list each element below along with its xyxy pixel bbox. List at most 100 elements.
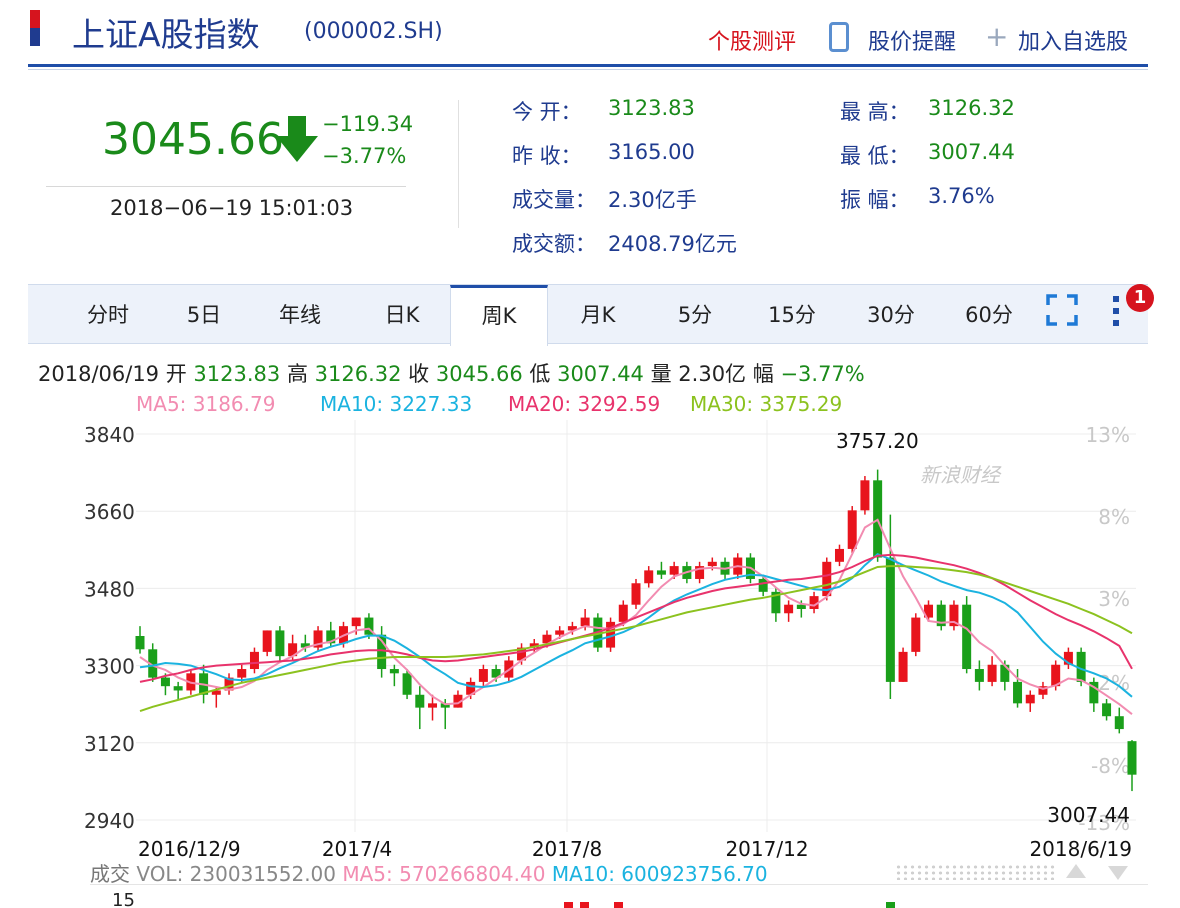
period-tabs: 分时 5日 年线 日K 周K 月K 5分 15分 30分 60分 — [28, 284, 1148, 346]
turnover-label: 成交额： — [512, 232, 596, 256]
scroll-down-icon[interactable] — [1108, 866, 1128, 880]
pct-tick-label: -8% — [1091, 754, 1130, 778]
stock-review-link[interactable]: 个股测评 — [708, 30, 797, 55]
down-arrow-icon — [276, 116, 318, 162]
candle-body — [275, 630, 285, 657]
more-options-icon[interactable] — [1108, 294, 1124, 328]
candle-body — [440, 703, 450, 708]
header-divider — [28, 64, 1148, 67]
info-vol-label: 量 — [650, 362, 672, 386]
candle-body — [466, 681, 476, 695]
candle-body — [1127, 741, 1137, 775]
plus-icon[interactable]: + — [985, 20, 1009, 53]
high-value: 3126.32 — [928, 96, 1015, 120]
tab-5min[interactable]: 5分 — [677, 303, 713, 327]
candle-body — [898, 651, 908, 682]
volume-bar — [580, 902, 589, 908]
stock-title: 上证A股指数 — [72, 15, 260, 54]
pct-tick-label: 3% — [1098, 587, 1130, 611]
phone-icon[interactable] — [829, 22, 849, 52]
candle-body — [148, 649, 158, 678]
candle-body — [517, 647, 527, 661]
candle-body — [542, 634, 552, 644]
candle-body — [364, 617, 374, 635]
notification-badge[interactable]: 1 — [1126, 284, 1154, 312]
volume-ma5: MA5: 570266804.40 — [342, 862, 546, 886]
high-label: 最 高： — [840, 100, 910, 124]
pct-tick-label: 8% — [1098, 505, 1130, 529]
ma-line-ma20 — [139, 553, 1133, 683]
y-tick-label: 3300 — [84, 655, 135, 679]
candle-body — [758, 578, 768, 592]
weekly-k-chart[interactable]: 38403660348033003120294013%8%3%-2%-8%-13… — [0, 416, 1180, 864]
open-label: 今 开： — [512, 100, 582, 124]
y-tick-label: 3660 — [84, 500, 135, 524]
info-close: 3045.66 — [435, 362, 523, 386]
scroll-up-icon[interactable] — [1066, 864, 1086, 878]
info-amp-label: 幅 — [752, 362, 774, 386]
candle-body — [822, 561, 832, 597]
low-value: 3007.44 — [928, 140, 1015, 164]
ma-line-ma30 — [139, 565, 1133, 713]
candle-body — [606, 621, 616, 648]
tab-yearly[interactable]: 年线 — [279, 303, 321, 327]
candle-body — [911, 617, 921, 652]
max-price-label: 3757.20 — [836, 429, 919, 453]
candle-body — [631, 583, 641, 605]
price-alert-link[interactable]: 股价提醒 — [868, 30, 957, 55]
candle-body — [1038, 686, 1048, 695]
candle-body — [567, 626, 577, 631]
quote-divider — [46, 186, 406, 187]
open-value: 3123.83 — [608, 96, 695, 120]
candle-body — [656, 570, 666, 575]
candle-body — [478, 669, 488, 682]
tab-monthly-k[interactable]: 月K — [580, 303, 616, 327]
info-high-label: 高 — [286, 362, 308, 386]
info-low-label: 低 — [529, 362, 551, 386]
volume-label: 成交量： — [512, 188, 596, 212]
y-tick-label: 3120 — [84, 732, 135, 756]
tab-intraday[interactable]: 分时 — [87, 303, 129, 327]
ma10-legend: MA10: 3227.33 — [320, 392, 473, 416]
quote-time: 2018−06−19 15:01:03 — [110, 196, 354, 220]
info-close-label: 收 — [408, 362, 430, 386]
tab-15min[interactable]: 15分 — [768, 303, 816, 327]
tab-30min[interactable]: 30分 — [867, 303, 915, 327]
info-open: 3123.83 — [193, 362, 281, 386]
tab-weekly-k[interactable]: 周K — [450, 285, 548, 346]
candle-body — [351, 617, 361, 627]
add-watchlist-link[interactable]: 加入自选股 — [1018, 30, 1129, 55]
y-tick-label: 3480 — [84, 577, 135, 601]
candle-info-line: 2018/06/19 开 3123.83 高 3126.32 收 3045.66… — [38, 358, 865, 388]
tab-daily-k[interactable]: 日K — [384, 303, 420, 327]
tab-5day[interactable]: 5日 — [186, 303, 222, 327]
prev-close-value: 3165.00 — [608, 140, 695, 164]
price-change: −119.34 — [322, 112, 414, 136]
scroll-track[interactable] — [895, 864, 1055, 880]
candle-body — [262, 630, 272, 652]
candle-body — [987, 664, 997, 682]
candle-body — [644, 570, 654, 584]
info-vol: 2.30亿 — [678, 362, 747, 386]
candle-body — [809, 596, 819, 609]
pct-tick-label: -13% — [1078, 811, 1130, 835]
tab-60min[interactable]: 60分 — [965, 303, 1013, 327]
candle-body — [237, 669, 247, 678]
candle-body — [135, 636, 145, 650]
quote-vertical-divider — [458, 100, 459, 228]
x-tick-label: 2017/4 — [322, 837, 392, 861]
low-label: 最 低： — [840, 144, 910, 168]
candle-body — [377, 634, 387, 670]
candle-body — [224, 677, 234, 691]
candle-body — [415, 694, 425, 708]
ma5-legend: MA5: 3186.79 — [136, 392, 276, 416]
candle-body — [834, 548, 844, 562]
turnover-value: 2408.79亿元 — [608, 232, 737, 256]
candle-body — [885, 557, 895, 682]
current-price: 3045.66 — [102, 114, 284, 165]
candle-body — [1013, 681, 1023, 704]
amplitude-label: 振 幅： — [840, 188, 910, 212]
candle-body — [1063, 651, 1073, 665]
fullscreen-icon[interactable] — [1046, 294, 1078, 326]
volume-bar — [886, 902, 895, 908]
